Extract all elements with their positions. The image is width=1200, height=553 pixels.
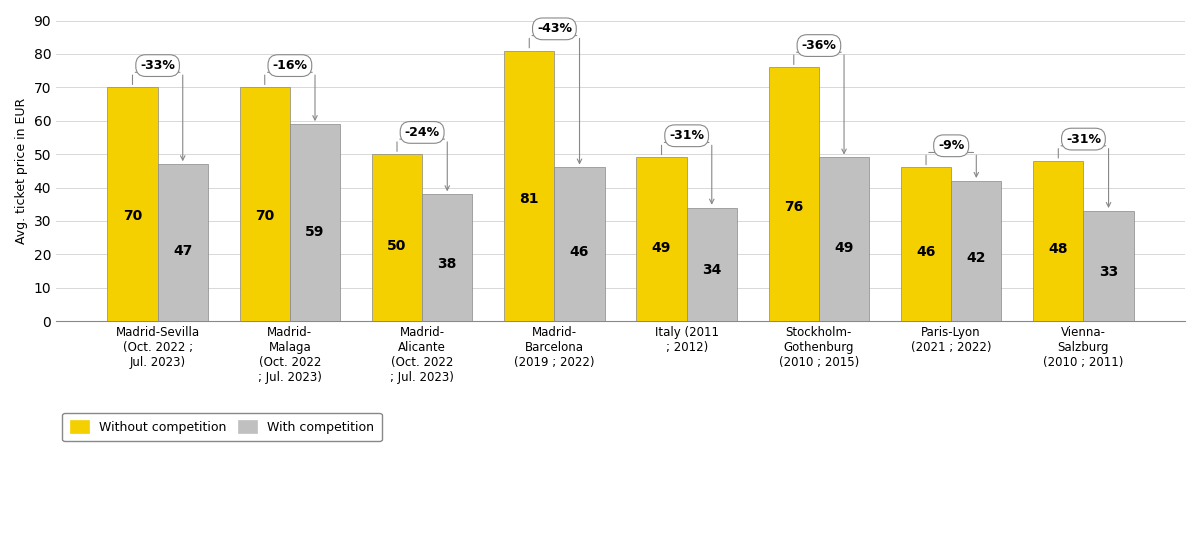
- Bar: [157, 164, 208, 321]
- Text: -24%: -24%: [404, 126, 439, 139]
- Bar: [504, 50, 554, 321]
- Bar: [901, 168, 952, 321]
- Bar: [107, 87, 157, 321]
- Bar: [554, 168, 605, 321]
- Bar: [636, 158, 686, 321]
- Text: 46: 46: [917, 245, 936, 259]
- Bar: [422, 194, 473, 321]
- Text: 70: 70: [122, 209, 142, 223]
- Text: -31%: -31%: [1066, 133, 1100, 145]
- Bar: [240, 87, 290, 321]
- Text: 76: 76: [784, 200, 804, 214]
- Text: 42: 42: [966, 251, 986, 265]
- Bar: [952, 181, 1002, 321]
- Bar: [372, 154, 422, 321]
- Bar: [769, 67, 818, 321]
- Text: 50: 50: [388, 239, 407, 253]
- Text: -31%: -31%: [670, 129, 704, 142]
- Text: -33%: -33%: [140, 59, 175, 72]
- Bar: [290, 124, 340, 321]
- Text: -16%: -16%: [272, 59, 307, 72]
- Text: -36%: -36%: [802, 39, 836, 52]
- Text: -9%: -9%: [938, 139, 965, 152]
- Text: 38: 38: [438, 257, 457, 271]
- Bar: [1033, 161, 1084, 321]
- Legend: Without competition, With competition: Without competition, With competition: [62, 413, 382, 441]
- Bar: [1084, 211, 1134, 321]
- Y-axis label: Avg. ticket price in EUR: Avg. ticket price in EUR: [16, 98, 28, 244]
- Text: 70: 70: [256, 209, 275, 223]
- Text: -43%: -43%: [536, 22, 572, 35]
- Text: 59: 59: [305, 226, 325, 239]
- Text: 34: 34: [702, 263, 721, 277]
- Text: 81: 81: [520, 192, 539, 206]
- Text: 33: 33: [1099, 264, 1118, 279]
- Text: 49: 49: [652, 241, 671, 254]
- Text: 47: 47: [173, 243, 192, 258]
- Text: 46: 46: [570, 245, 589, 259]
- Bar: [686, 207, 737, 321]
- Bar: [818, 158, 869, 321]
- Text: 48: 48: [1049, 242, 1068, 256]
- Text: 49: 49: [834, 241, 853, 254]
